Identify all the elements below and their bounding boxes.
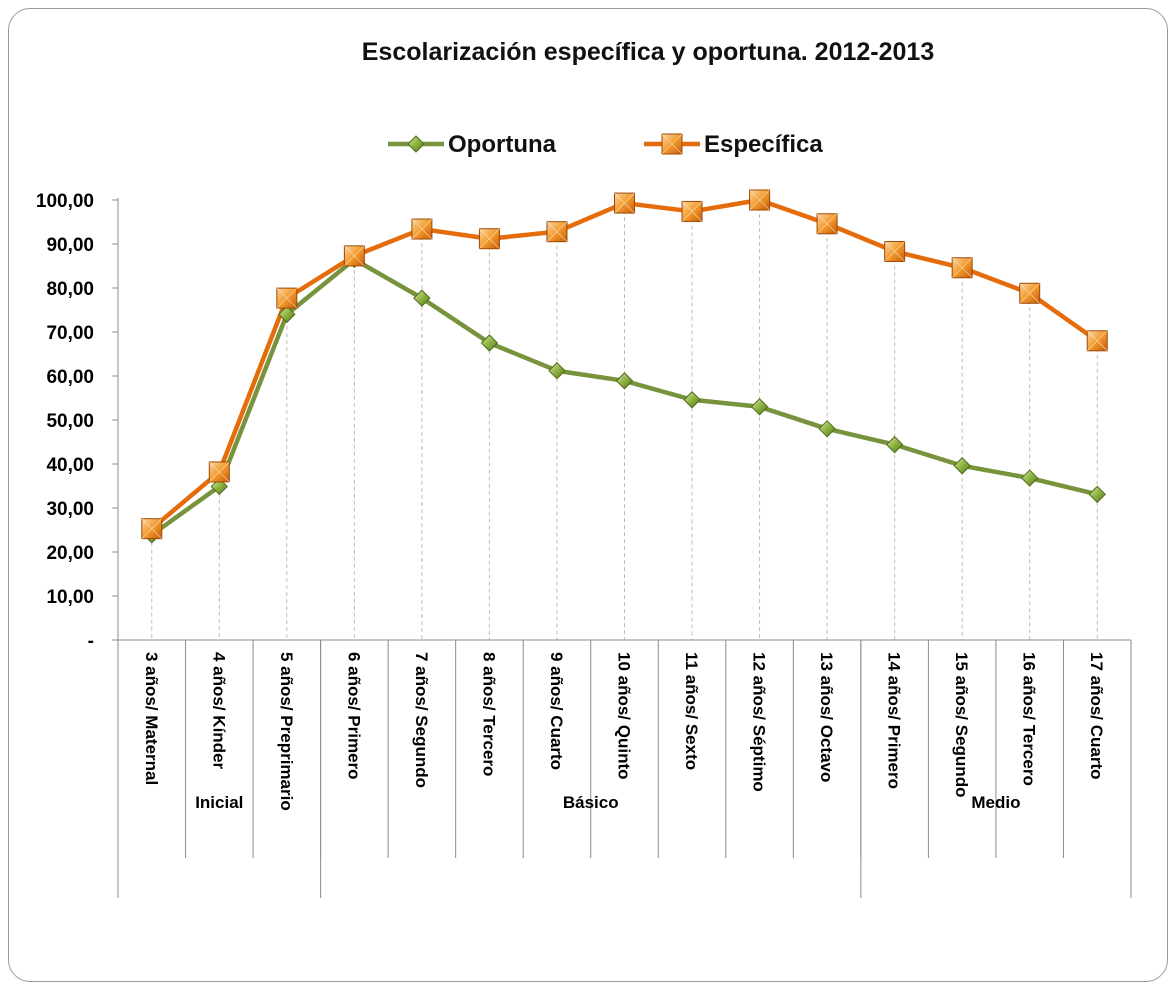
x-category-label: 12 años/ Séptimo [750, 652, 769, 792]
marker-bevel [614, 192, 635, 214]
x-group-label: Inicial [195, 793, 243, 812]
marker-bevel [344, 245, 365, 267]
marker-bevel [411, 218, 433, 240]
marker-bevel [546, 221, 568, 242]
data-point [480, 334, 499, 352]
data-point [816, 213, 838, 235]
data-point [615, 372, 634, 390]
y-tick-label: 50,00 [46, 411, 94, 432]
data-point [1020, 469, 1039, 487]
chart-frame [8, 8, 1168, 982]
x-category-label: 15 años/ Segundo [952, 652, 971, 797]
x-category-label: 9 años/ Cuarto [547, 652, 566, 770]
x-category-label: 13 años/ Octavo [817, 652, 836, 782]
data-point [1019, 282, 1041, 304]
data-point [1086, 330, 1108, 352]
x-category-label: 17 años/ Cuarto [1087, 652, 1106, 780]
marker-bevel [749, 189, 770, 211]
y-tick-label: 80,00 [46, 279, 94, 300]
data-point [210, 477, 229, 496]
x-group-label: Medio [971, 793, 1020, 812]
data-point [885, 435, 904, 454]
x-category-label: 7 años/ Segundo [412, 652, 431, 788]
x-category-label: 14 años/ Primero [885, 652, 904, 789]
data-point [749, 189, 771, 211]
x-category-label: 11 años/ Sexto [682, 652, 701, 770]
marker-bevel [816, 213, 838, 235]
marker-bevel [141, 518, 163, 539]
y-tick-label: 40,00 [46, 455, 94, 476]
axes [112, 198, 1132, 898]
data-point [478, 228, 500, 250]
x-category-label: 4 años/ Kínder [209, 652, 228, 770]
data-point [276, 287, 298, 309]
chart-title: Escolarización específica y oportuna. 20… [361, 38, 935, 66]
data-point [661, 133, 683, 155]
x-category-label: 10 años/ Quinto [615, 652, 634, 780]
marker-bevel [1019, 282, 1040, 304]
y-tick-label: 90,00 [46, 235, 94, 256]
data-point [681, 200, 703, 222]
data-point [407, 135, 425, 153]
data-point [548, 362, 566, 380]
data-point [884, 240, 906, 262]
x-category-label: 8 años/ Tercero [479, 652, 498, 776]
x-category-label: 6 años/ Primero [344, 652, 363, 780]
x-group-label: Básico [563, 793, 619, 812]
y-tick-label: 30,00 [46, 499, 94, 520]
data-point [141, 518, 163, 540]
data-point [951, 257, 973, 279]
data-point [953, 457, 971, 475]
marker-bevel [951, 257, 973, 279]
marker-bevel [661, 133, 683, 155]
data-point [1088, 485, 1106, 504]
y-tick-label: 60,00 [46, 367, 94, 388]
y-tick-label: 20,00 [46, 543, 94, 564]
data-point [208, 461, 230, 483]
series-group [141, 189, 1108, 544]
y-tick-label: - [88, 631, 94, 652]
x-category-label: 16 años/ Tercero [1020, 652, 1039, 786]
marker-bevel [479, 228, 500, 250]
data-point [546, 221, 568, 243]
data-point [411, 218, 433, 240]
data-point [614, 192, 635, 214]
data-point [278, 305, 296, 324]
legend-label: Específica [704, 131, 823, 158]
marker-bevel [681, 201, 703, 222]
marker-bevel [1086, 330, 1108, 352]
data-point [683, 391, 701, 409]
x-category-label: 3 años/ Maternal [142, 652, 161, 785]
y-tick-label: 10,00 [46, 587, 94, 608]
marker-bevel [209, 461, 230, 483]
data-point [818, 420, 836, 438]
data-point [413, 289, 431, 307]
legend-label: Oportuna [448, 131, 557, 158]
data-point [343, 245, 365, 267]
marker-bevel [884, 241, 905, 262]
y-tick-label: 70,00 [46, 323, 94, 344]
axis-labels: - 10,00 20,00 30,00 40,00 50,00 60,00 70,00 80,0… [36, 191, 1106, 812]
data-point [750, 398, 769, 416]
x-category-label: 5 años/ Preprimario [277, 652, 296, 811]
y-tick-label: 100,00 [36, 191, 94, 212]
marker-bevel [276, 287, 298, 309]
legend: Oportuna Específica [388, 131, 823, 158]
